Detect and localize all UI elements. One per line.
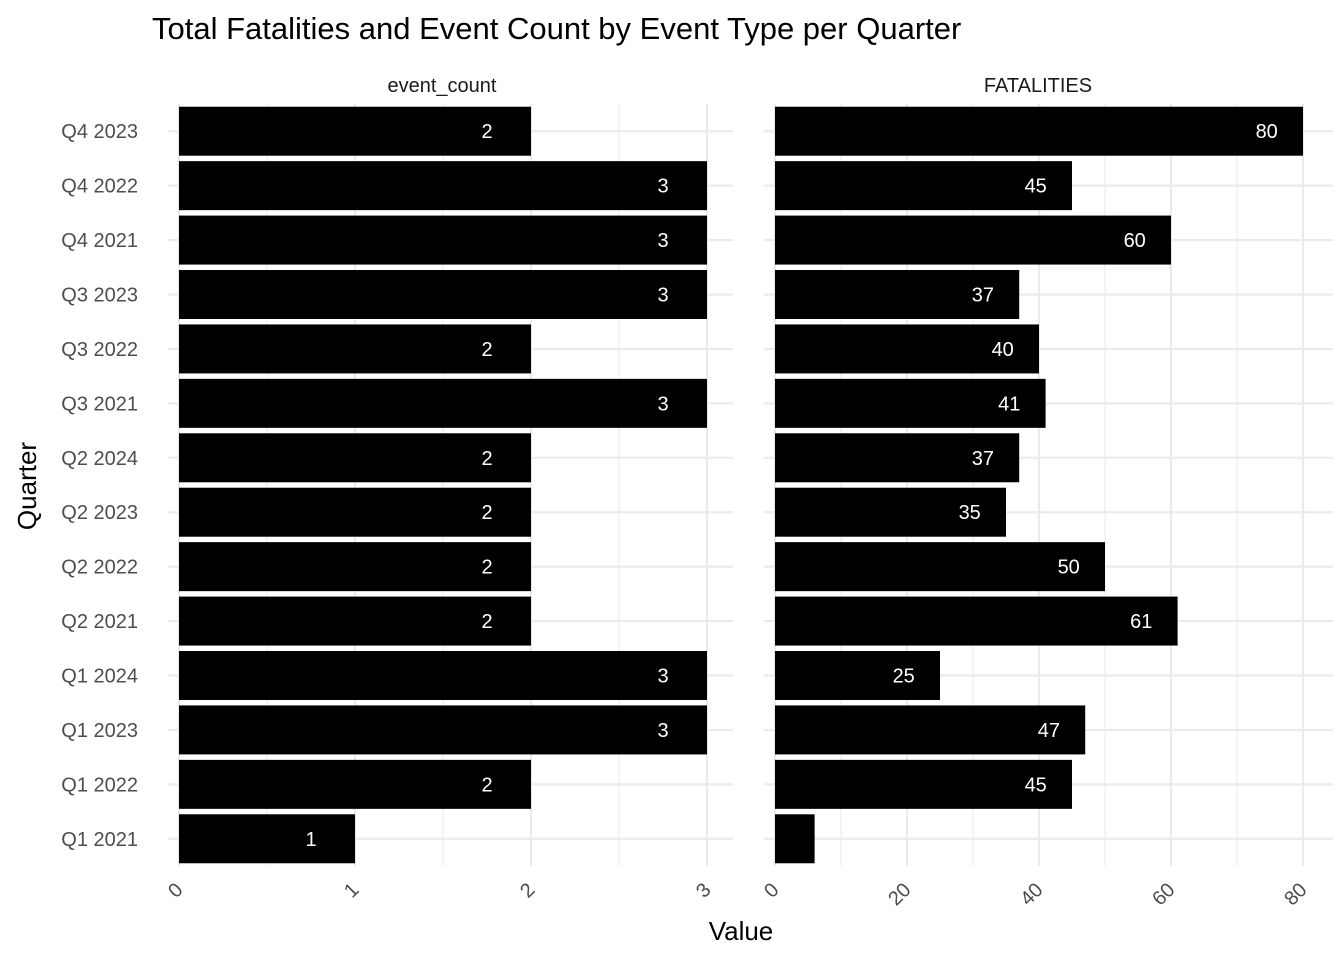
bar-value-label: 2 — [481, 121, 492, 143]
bar-value-label: 3 — [657, 285, 668, 307]
facet-strip-label: FATALITIES — [984, 75, 1092, 97]
x-tick-label: 80 — [1280, 879, 1311, 910]
bar — [179, 106, 531, 156]
bar-value-label: 1 — [305, 829, 316, 851]
bar — [179, 814, 355, 864]
bar-value-label: 2 — [481, 774, 492, 796]
facet-strip-label: event_count — [388, 75, 497, 97]
bar — [775, 378, 1046, 428]
bar-value-label: 2 — [481, 502, 492, 524]
bar-value-label: 41 — [998, 393, 1020, 415]
bar — [179, 542, 531, 592]
y-tick-label: Q3 2021 — [61, 393, 138, 415]
bar-value-label: 45 — [1025, 176, 1047, 198]
x-tick-label: 60 — [1148, 879, 1179, 910]
bar — [179, 324, 531, 374]
y-tick-label: Q2 2024 — [61, 448, 138, 470]
bar — [179, 705, 707, 755]
bar-value-label: 3 — [657, 176, 668, 198]
bar-value-label: 3 — [657, 230, 668, 252]
y-tick-label: Q3 2023 — [61, 285, 138, 307]
y-tick-label: Q3 2022 — [61, 339, 138, 361]
bar — [775, 814, 815, 864]
bar-value-label: 50 — [1058, 557, 1080, 579]
bar — [775, 759, 1072, 809]
bar — [179, 759, 531, 809]
bar-value-label: 35 — [959, 502, 981, 524]
bar-value-label: 3 — [657, 720, 668, 742]
bar — [179, 378, 707, 428]
bar-value-label: 61 — [1130, 611, 1152, 633]
bar-value-label: 60 — [1124, 230, 1146, 252]
bar — [775, 324, 1039, 374]
bar-value-label: 37 — [972, 285, 994, 307]
y-tick-label: Q1 2022 — [61, 774, 138, 796]
x-tick-label: 3 — [692, 879, 715, 902]
bar-value-label: 45 — [1025, 774, 1047, 796]
bar — [775, 433, 1020, 483]
bar — [775, 106, 1303, 156]
bar — [775, 161, 1072, 211]
bar-value-label: 2 — [481, 339, 492, 361]
y-tick-label: Q1 2024 — [61, 666, 138, 688]
bar — [179, 596, 531, 646]
x-axis-title: Value — [709, 916, 774, 946]
bar — [775, 215, 1171, 265]
bar-value-label: 2 — [481, 448, 492, 470]
bar-value-label: 47 — [1038, 720, 1060, 742]
y-tick-label: Q2 2023 — [61, 502, 138, 524]
y-tick-label: Q4 2022 — [61, 176, 138, 198]
bar-value-label: 25 — [893, 666, 915, 688]
bar-value-label: 37 — [972, 448, 994, 470]
bar — [775, 651, 940, 700]
bar — [179, 433, 531, 483]
bar-value-label: 80 — [1256, 121, 1278, 143]
y-tick-label: Q2 2022 — [61, 557, 138, 579]
y-axis-tick-labels: Q1 2021 Q1 2022 Q1 2023 Q1 2024 Q2 2021 Q2 20… — [61, 121, 138, 851]
facet-panel-event-count: event_count 1 2 3 3 2 2 2 2 3 2 3 3 3 2 0 1 2 3 — [164, 75, 733, 902]
x-tick-label: 0 — [164, 879, 187, 902]
y-tick-label: Q1 2021 — [61, 829, 138, 851]
x-tick-label: 1 — [340, 879, 363, 902]
bar-value-label: 2 — [481, 557, 492, 579]
y-tick-label: Q4 2021 — [61, 230, 138, 252]
bar-value-label: 40 — [992, 339, 1014, 361]
bar — [179, 487, 531, 537]
x-tick-label: 40 — [1016, 879, 1047, 910]
bar-value-label: 3 — [657, 666, 668, 688]
bar — [775, 270, 1020, 319]
facet-panel-fatalities: FATALITIES 45 47 25 61 50 35 37 41 40 37 60 45 80 0 20 4… — [760, 75, 1333, 910]
y-tick-label: Q2 2021 — [61, 611, 138, 633]
bar — [775, 542, 1105, 592]
bar-value-label: 3 — [657, 393, 668, 415]
x-tick-label: 20 — [884, 879, 915, 910]
y-tick-label: Q4 2023 — [61, 121, 138, 143]
bar — [179, 161, 707, 211]
bar — [775, 596, 1178, 646]
x-tick-label: 2 — [516, 879, 539, 902]
bar — [775, 487, 1006, 537]
bar — [179, 651, 707, 700]
bar — [179, 270, 707, 319]
bar — [775, 705, 1086, 755]
chart-title: Total Fatalities and Event Count by Even… — [152, 11, 961, 46]
bar — [179, 215, 707, 265]
y-axis-title: Quarter — [12, 442, 42, 530]
y-tick-label: Q1 2023 — [61, 720, 138, 742]
bar-value-label: 2 — [481, 611, 492, 633]
x-tick-label: 0 — [760, 879, 783, 902]
